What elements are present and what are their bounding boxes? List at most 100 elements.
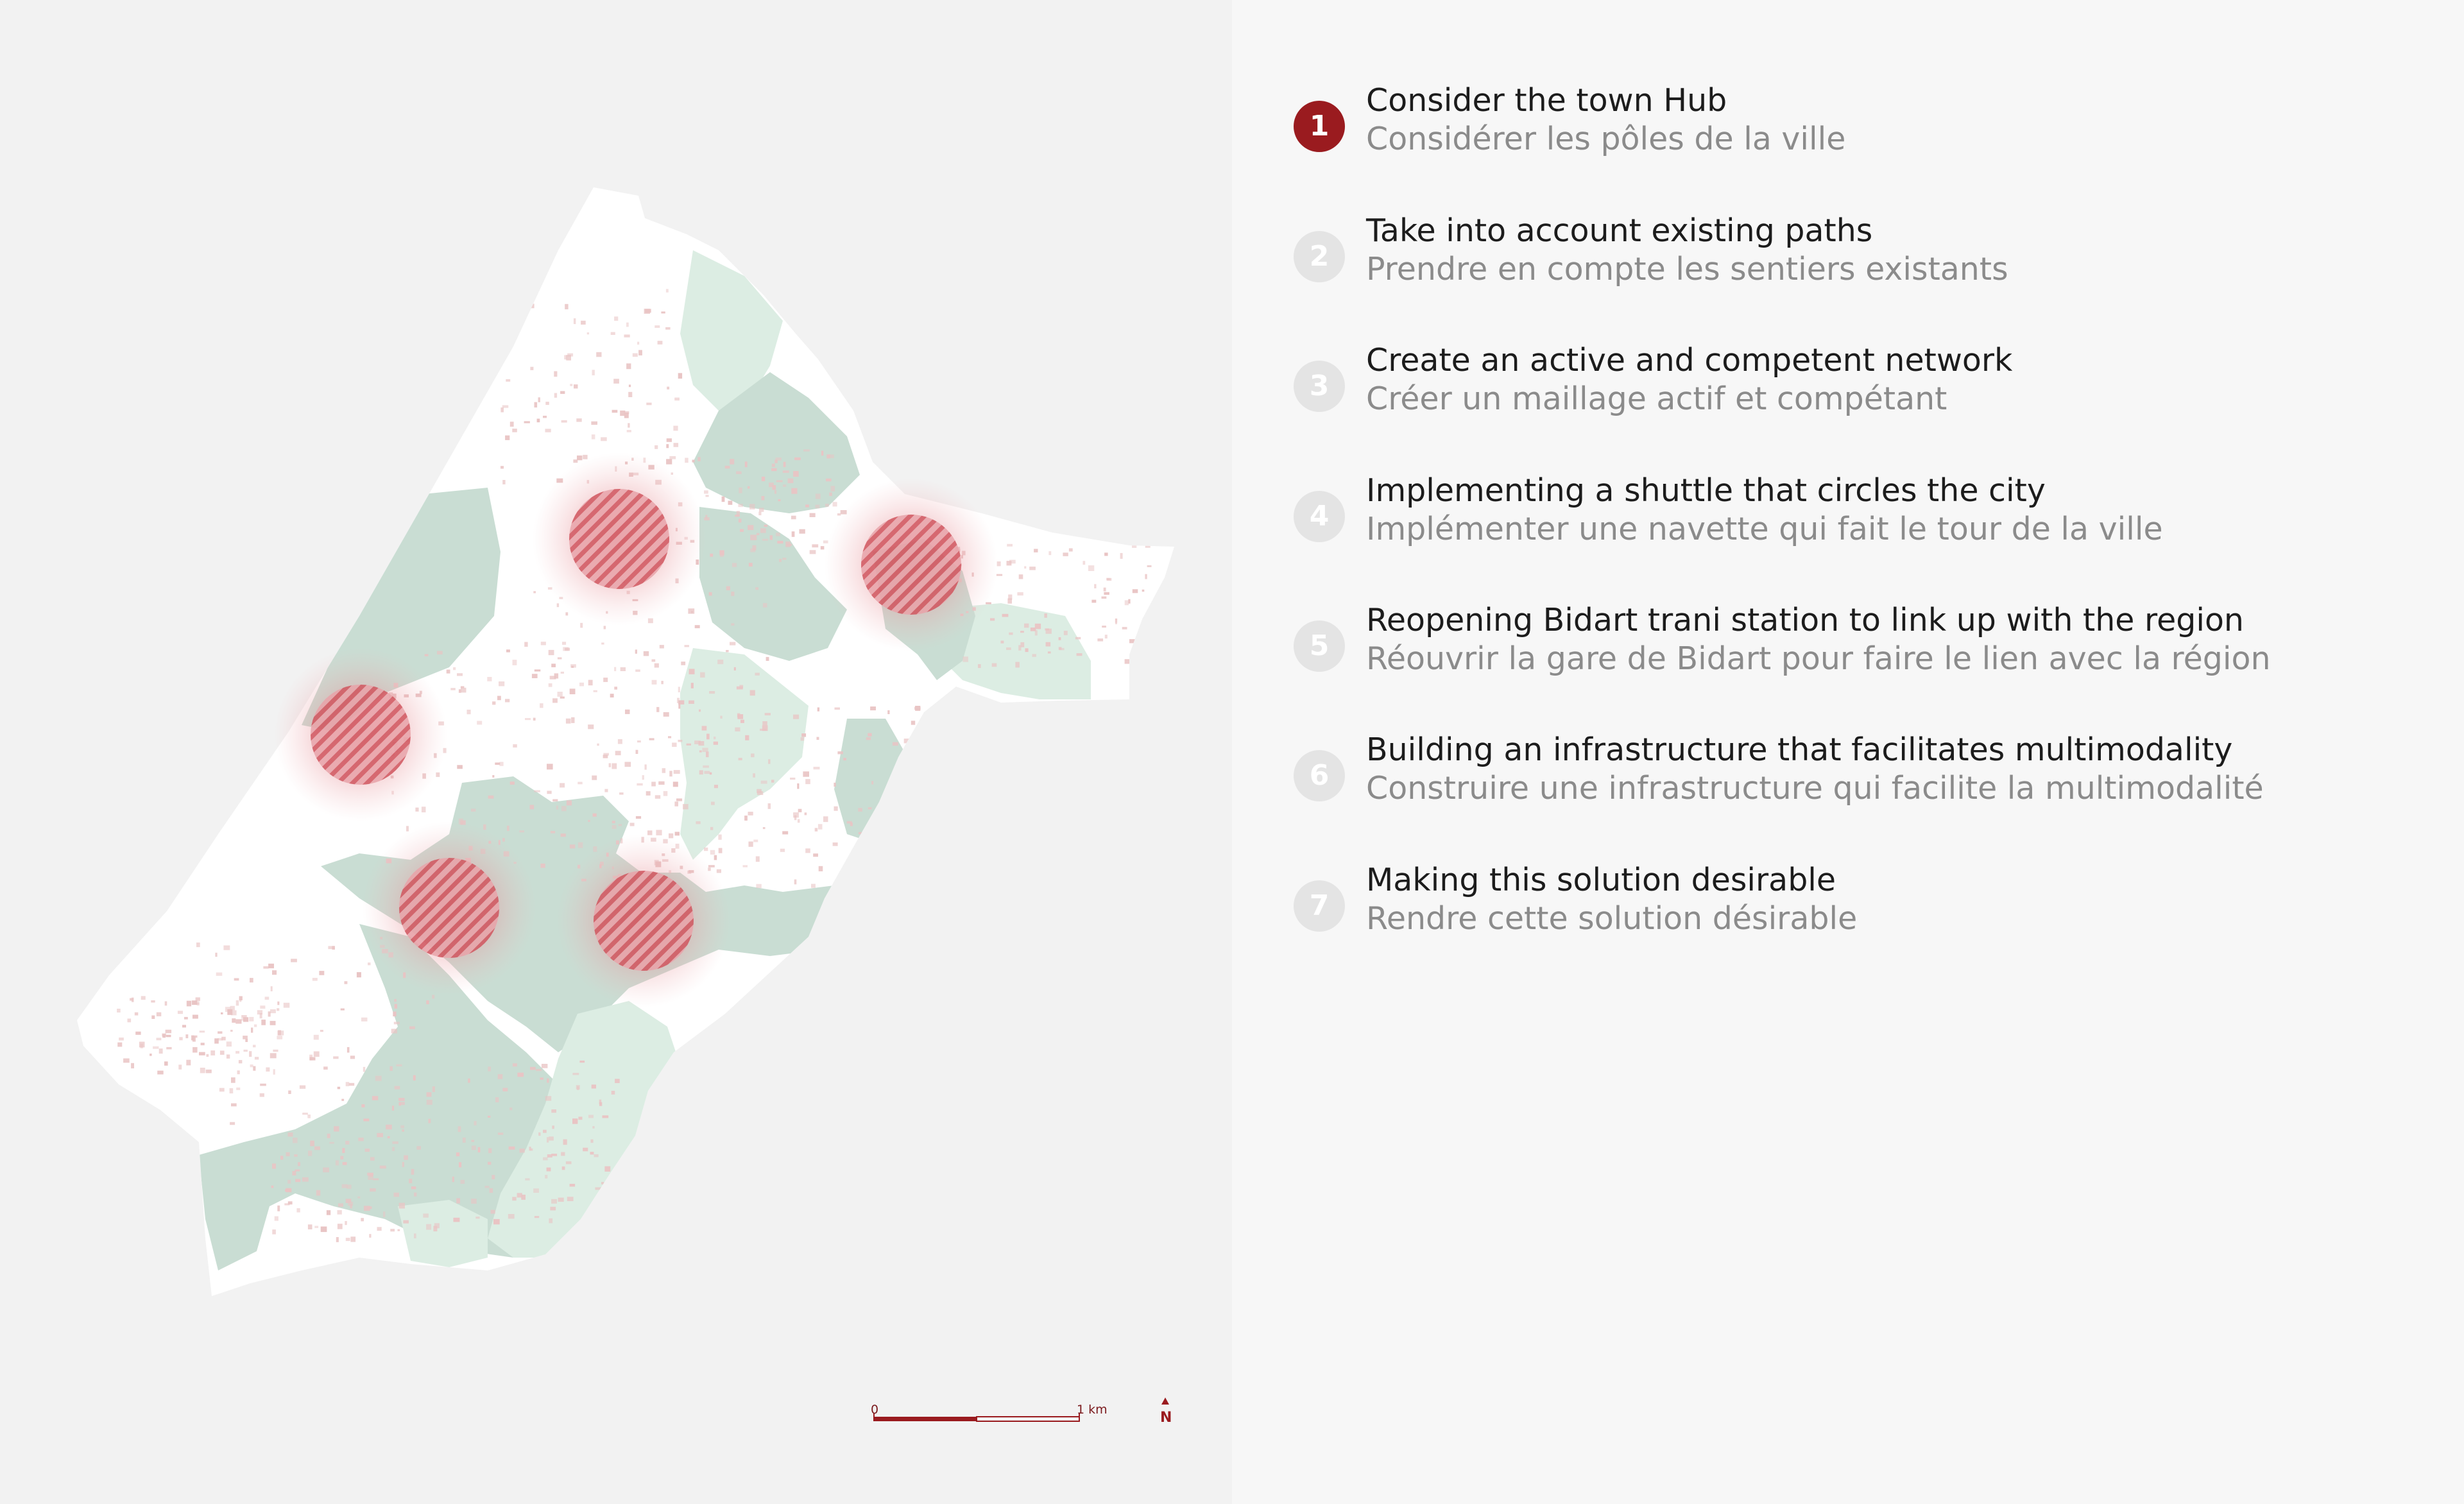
building [502, 1088, 508, 1091]
building [560, 671, 564, 674]
building [249, 1016, 254, 1021]
building [645, 309, 651, 313]
step-item-5[interactable]: 5 Reopening Bidart trani station to link … [1294, 600, 2436, 703]
building [591, 434, 595, 440]
building [911, 721, 916, 725]
building [426, 1224, 432, 1230]
building [499, 681, 505, 687]
step-item-2[interactable]: 2 Take into account existing paths Prendre… [1294, 210, 2436, 313]
step-item-7[interactable]: 7 Making this solution desirable Rendre ce… [1294, 860, 2436, 962]
building [714, 855, 717, 860]
building [813, 853, 818, 857]
step-item-1[interactable]: 1 Consider the town Hub Considérer les pôl… [1294, 80, 2436, 183]
building [596, 352, 602, 357]
building [364, 1206, 370, 1211]
building [1006, 647, 1011, 650]
building [368, 1175, 373, 1180]
building [769, 535, 773, 540]
building [892, 742, 898, 746]
building [719, 550, 724, 556]
building [748, 841, 753, 847]
building [283, 1002, 290, 1008]
building [805, 779, 810, 785]
building [803, 449, 810, 452]
building [673, 425, 678, 431]
building [593, 690, 597, 692]
building [704, 517, 710, 520]
building [525, 718, 531, 721]
building [601, 642, 604, 645]
building [471, 1145, 476, 1150]
hub-center-north [533, 452, 706, 626]
step-item-3[interactable]: 3 Create an active and competent network C… [1294, 340, 2436, 443]
building [424, 654, 429, 656]
building [793, 714, 800, 719]
building [536, 418, 540, 423]
building [813, 767, 820, 770]
building [286, 1152, 290, 1157]
building [533, 717, 536, 721]
building [1008, 594, 1013, 600]
building [345, 1141, 350, 1145]
building [771, 780, 774, 783]
building [521, 1194, 526, 1200]
hub-west [274, 648, 447, 821]
building [756, 884, 762, 889]
building [432, 995, 435, 999]
building [131, 1063, 134, 1069]
building [123, 1058, 130, 1063]
building [398, 1202, 405, 1209]
building [706, 733, 710, 740]
step-number-badge: 5 [1294, 620, 1345, 672]
building [612, 825, 617, 829]
building [543, 1157, 548, 1161]
building [396, 1064, 402, 1066]
building [832, 502, 837, 507]
building [669, 771, 672, 777]
building [1134, 646, 1138, 649]
building [666, 444, 669, 449]
building [614, 667, 617, 671]
building [794, 457, 801, 461]
building [704, 771, 710, 774]
building [1058, 647, 1062, 650]
building [1132, 589, 1138, 594]
building [1076, 653, 1082, 656]
building [459, 1162, 462, 1168]
building [681, 662, 686, 665]
building [506, 321, 512, 327]
building [231, 1010, 237, 1016]
building [817, 707, 820, 712]
building [296, 1208, 300, 1213]
building [1009, 560, 1016, 564]
building [567, 1197, 574, 1201]
building [604, 1166, 611, 1172]
step-item-6[interactable]: 6 Building an infrastructure that facilit… [1294, 730, 2436, 832]
step-title: Create an active and competent network [1366, 342, 2013, 379]
building [458, 689, 461, 693]
building [1025, 648, 1029, 653]
step-subtitle: Réouvrir la gare de Bidart pour faire le… [1366, 640, 2271, 677]
building [334, 1126, 339, 1132]
building [1144, 626, 1149, 632]
building [563, 647, 569, 651]
building [787, 478, 794, 483]
building [566, 355, 571, 361]
building [601, 1182, 604, 1184]
building [466, 710, 471, 715]
building [341, 1184, 348, 1188]
building [871, 850, 874, 854]
building [411, 1186, 416, 1190]
building [623, 411, 629, 414]
building [1149, 663, 1152, 669]
building [409, 1179, 413, 1184]
building [341, 1098, 345, 1101]
step-subtitle: Rendre cette solution désirable [1366, 900, 1858, 937]
land-area [77, 187, 1174, 1296]
step-item-4[interactable]: 4 Implementing a shuttle that circles the… [1294, 470, 2436, 573]
building [533, 591, 536, 594]
map-panel: 0 1 km N [77, 187, 1174, 1426]
building [709, 772, 712, 775]
building [738, 518, 742, 523]
building [710, 850, 715, 855]
